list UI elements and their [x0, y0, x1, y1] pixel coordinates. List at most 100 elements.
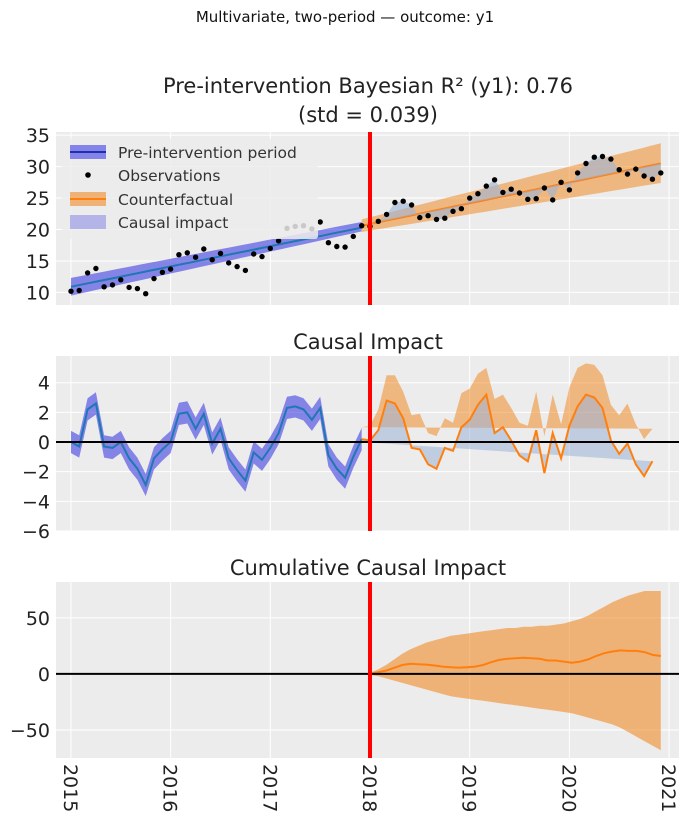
causal-impact-shading [527, 189, 537, 200]
observation-point [184, 250, 190, 256]
observation-point [234, 263, 240, 270]
observation-point [442, 215, 448, 221]
legend-label-cf: Counterfactual [118, 191, 233, 209]
observation-point [508, 186, 514, 192]
observation-point [192, 254, 199, 260]
observation-point [533, 196, 539, 202]
observation-point [126, 284, 132, 291]
observation-point [516, 190, 523, 196]
observation-point [209, 257, 215, 263]
x-tick-label: 2020 [557, 764, 579, 812]
causal-impact-shading [594, 156, 603, 178]
observation-point [118, 277, 124, 283]
causal-impact-shading [469, 193, 478, 204]
observation-point [608, 156, 614, 162]
observation-point [109, 282, 116, 288]
observation-point [616, 167, 622, 173]
legend-label-obs: Observations [118, 167, 220, 185]
panel1-y-tick-label: 30 [26, 157, 50, 179]
observation-point [500, 189, 506, 196]
observation-point [176, 252, 182, 258]
observation-point [658, 170, 664, 176]
observation-point [417, 214, 423, 221]
causal-impact-shading [502, 189, 512, 197]
observation-point [84, 270, 91, 276]
observation-point [649, 176, 656, 182]
observation-point [342, 244, 348, 250]
causal-impact-shading [577, 163, 586, 181]
observation-point [483, 183, 489, 189]
pre-impact-band [71, 392, 362, 497]
observation-point [143, 291, 149, 297]
panel1-title-line1: Pre-intervention Bayesian R² (y1): 0.76 [163, 74, 573, 98]
observation-point [425, 213, 431, 219]
causal-impact-shading [536, 187, 545, 199]
observation-point [217, 250, 224, 257]
causal-impact-shading [552, 182, 562, 200]
causal-impact-shading [477, 186, 487, 202]
pre-period-band [71, 222, 362, 296]
legend-dot-obs [85, 172, 91, 178]
legend-swatch-impact [70, 215, 106, 229]
observation-point [375, 218, 381, 224]
observation-point [159, 269, 166, 275]
observation-point [574, 170, 581, 176]
x-tick-label: 2015 [59, 764, 81, 812]
observation-point [491, 177, 498, 183]
observation-point [350, 233, 356, 240]
panel2-y-tick-label: −6 [22, 521, 50, 543]
observation-point [633, 166, 639, 172]
observation-point [525, 196, 531, 202]
observation-point [317, 219, 323, 225]
observation-point [68, 288, 74, 294]
observation-point [591, 154, 597, 160]
observation-point [433, 216, 440, 223]
panel3-title: Cumulative Causal Impact [230, 556, 506, 580]
legend-label-pre: Pre-intervention period [118, 144, 297, 162]
observation-point [383, 211, 390, 218]
observation-point [450, 208, 456, 214]
observation-point [566, 187, 573, 193]
legend-box [62, 139, 318, 239]
panel1-title-line2: (std = 0.039) [298, 103, 438, 127]
cumulative-line [369, 649, 661, 675]
observation-point [541, 185, 548, 191]
panel1-y-tick-label: 15 [26, 251, 50, 273]
causal-impact-shading [602, 156, 611, 176]
causal-impact-shading [428, 210, 437, 220]
observation-point [201, 246, 207, 252]
observation-point [408, 202, 415, 208]
observation-point [134, 285, 141, 292]
observation-point [392, 199, 398, 206]
causal-impact-shading [411, 205, 420, 218]
x-tick-label: 2016 [159, 764, 181, 812]
panel2-title: Causal Impact [293, 330, 443, 354]
observation-point [624, 171, 631, 177]
panel2-y-tick-label: −2 [22, 462, 50, 484]
observation-point [267, 245, 273, 252]
panel1-y-tick-label: 35 [26, 125, 50, 147]
causal-impact-shading [569, 172, 578, 190]
observed-panel: 10 15 20 25 30 35 [26, 125, 679, 305]
panel2-y-tick-label: 4 [38, 373, 50, 395]
observation-point [599, 153, 606, 160]
causal-impact-shading [652, 163, 661, 180]
figure-suptitle: Multivariate, two-period — outcome: y1 [196, 8, 494, 26]
panel3-y-tick-label: 50 [26, 608, 50, 630]
legend: Pre-intervention period Observations Cou… [62, 139, 318, 239]
observation-point [226, 260, 232, 266]
observation-point [641, 173, 647, 179]
observation-point [76, 287, 82, 294]
panel1-y-tick-label: 25 [26, 188, 50, 210]
observation-point [242, 267, 249, 274]
observation-point [334, 243, 340, 250]
observation-point [101, 284, 107, 290]
x-tick-label: 2019 [458, 764, 480, 812]
panel3-y-tick-label: −50 [10, 720, 50, 742]
panel3-y-tick-label: 0 [38, 664, 50, 686]
causal-impact-shading [561, 182, 570, 190]
impact-panel: −6 −4 −2 0 2 4 [22, 356, 679, 543]
x-tick-label: 2021 [657, 764, 679, 812]
causal-impact-shading [394, 201, 404, 219]
